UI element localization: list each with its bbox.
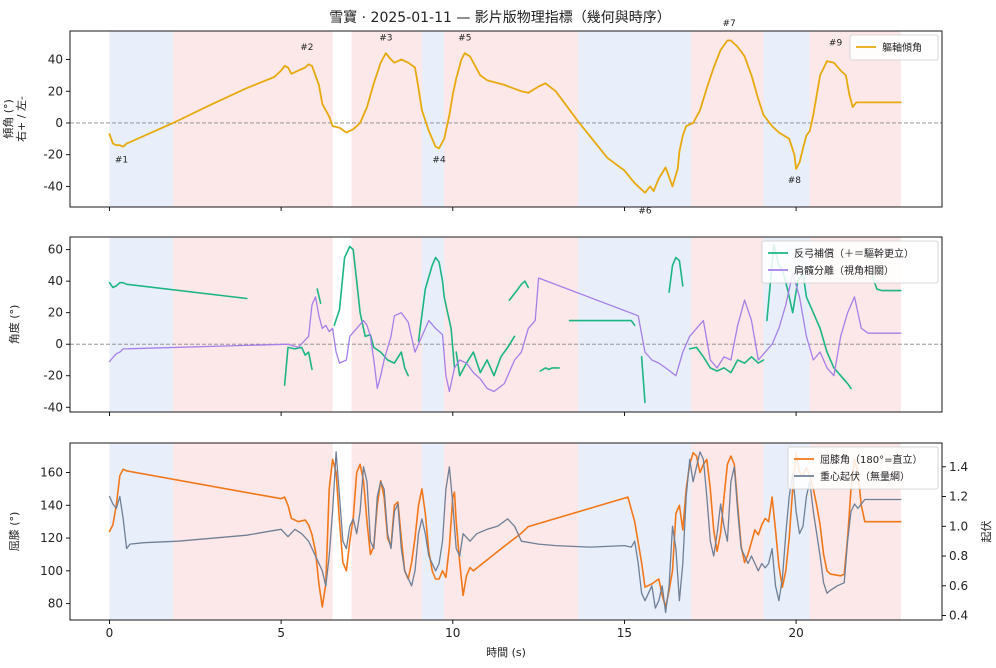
series-line-knee-1	[108, 451, 902, 614]
series-line-angles-0	[417, 256, 456, 369]
y-axis-label: 角度 (°)	[7, 305, 21, 345]
peak-annotation: #4	[432, 156, 446, 166]
axes-frame	[69, 236, 943, 413]
y-tick-label: -40	[43, 179, 63, 193]
phase-band-red	[691, 31, 764, 207]
y-tick-label: 0	[55, 116, 63, 130]
series-line-angles-0	[333, 245, 409, 377]
series-line-angles-0	[688, 346, 765, 374]
series-line-angles-0	[508, 280, 530, 301]
phase-band-red	[691, 237, 764, 412]
angles-panel: -40 -20 0 20 40 60 角度 (°) 反弓補償（＋＝驅幹更立） 肩髖分離（視角相關…	[7, 236, 943, 416]
y-tick-label: 0	[55, 337, 63, 351]
x-tick-label: 15	[617, 626, 632, 640]
phase-band-blue	[109, 443, 173, 620]
series-line-angles-0	[455, 335, 516, 377]
axes-frame	[69, 30, 943, 208]
phase-band-red	[172, 31, 333, 207]
peak-annotation: #3	[379, 34, 392, 44]
y-tick-label: -40	[43, 400, 63, 414]
series-line-angles-0	[316, 288, 322, 304]
y-tick-label: 140	[40, 498, 63, 512]
y-tick-label: 160	[40, 466, 63, 480]
y-tick-label: 40	[48, 274, 63, 288]
series-line-angles-1	[108, 272, 902, 393]
y-axis-label: 傾角 (°)	[1, 99, 15, 139]
peak-annotation: #5	[458, 34, 471, 44]
y2-axis-label: 起伏	[979, 521, 993, 543]
y-tick-label: 80	[48, 597, 63, 611]
y-tick-label: 20	[48, 84, 63, 98]
x-tick-label: 5	[277, 626, 285, 640]
series-line-angles-0	[668, 256, 684, 293]
x-axis-label: 時間 (s)	[486, 646, 526, 659]
legend-label: 屈膝角（180°=直立）	[820, 453, 922, 466]
peak-annotation: #2	[300, 43, 313, 53]
y-axis-label: 屈膝 (°)	[8, 512, 21, 552]
peak-annotation: #1	[115, 156, 128, 166]
phase-band-blue	[763, 31, 810, 207]
phase-band-blue	[421, 31, 445, 207]
series-line-tilt-0	[108, 39, 902, 194]
phase-band-red	[172, 443, 333, 620]
x-tick-label: 20	[788, 626, 803, 640]
phase-band-red	[444, 31, 579, 207]
x-tick-label: 0	[106, 626, 114, 640]
phase-band-red	[444, 443, 579, 620]
legend: 軀軸傾角	[849, 34, 939, 61]
peak-annotation: #8	[788, 176, 802, 186]
y-tick-label: -20	[43, 369, 63, 383]
axes-frame	[69, 442, 943, 621]
y2-tick-label: 1.2	[949, 490, 968, 504]
x-tick-label: 10	[445, 626, 460, 640]
phase-band-blue	[109, 31, 173, 207]
y2-tick-label: 1.4	[949, 460, 968, 474]
phase-band-red	[351, 31, 422, 207]
figure-title: 雪寶 · 2025-01-11 — 影片版物理指標（幾何與時序）	[329, 10, 671, 26]
y-tick-label: 20	[48, 306, 63, 320]
phase-band-blue	[578, 31, 692, 207]
y-tick-label: 120	[40, 531, 63, 545]
phase-band-blue	[109, 237, 173, 412]
series-line-angles-0	[108, 281, 248, 300]
series-line-angles-0	[283, 346, 313, 386]
legend-label: 肩髖分離（視角相關）	[794, 264, 894, 277]
series-line-angles-0	[568, 319, 636, 327]
legend-label: 反弓補償（＋＝驅幹更立）	[794, 247, 914, 260]
y-tick-label: 60	[48, 243, 63, 257]
phase-band-blue	[421, 443, 445, 620]
y2-tick-label: 0.6	[949, 579, 968, 593]
y-tick-label: 100	[40, 564, 63, 578]
legend: 反弓補償（＋＝驅幹更立） 肩髖分離（視角相關）	[761, 240, 939, 284]
peak-annotation: #6	[638, 206, 652, 216]
y-tick-label: -20	[43, 148, 63, 162]
phase-band-red	[172, 237, 333, 412]
y2-tick-label: 0.8	[949, 549, 968, 563]
y2-tick-label: 0.4	[949, 609, 968, 623]
knee-panel: 0 5 10 15 20 80 100 120 140 160 0.4 0.6 0.8 1.0 1.2 1.4…	[8, 442, 993, 640]
phase-band-red	[444, 237, 579, 412]
peak-annotation: #7	[723, 19, 736, 29]
peak-annotation: #9	[829, 38, 843, 48]
legend-label: 重心起伏（無量綱）	[820, 470, 910, 483]
y-axis-label: 右+ / 左-	[14, 96, 28, 142]
y-tick-label: 40	[48, 53, 63, 67]
tilt-panel: #1 #2 #3 #4 #5 #6 #7 #8 #9 -40 -20 0 20 40 傾角 (°) 右+ / …	[1, 19, 943, 216]
series-line-angles-0	[640, 356, 646, 404]
y2-tick-label: 1.0	[949, 519, 968, 533]
legend-label: 軀軸傾角	[882, 41, 922, 54]
legend: 屈膝角（180°=直立） 重心起伏（無量綱）	[787, 446, 939, 490]
series-line-angles-0	[539, 367, 560, 372]
